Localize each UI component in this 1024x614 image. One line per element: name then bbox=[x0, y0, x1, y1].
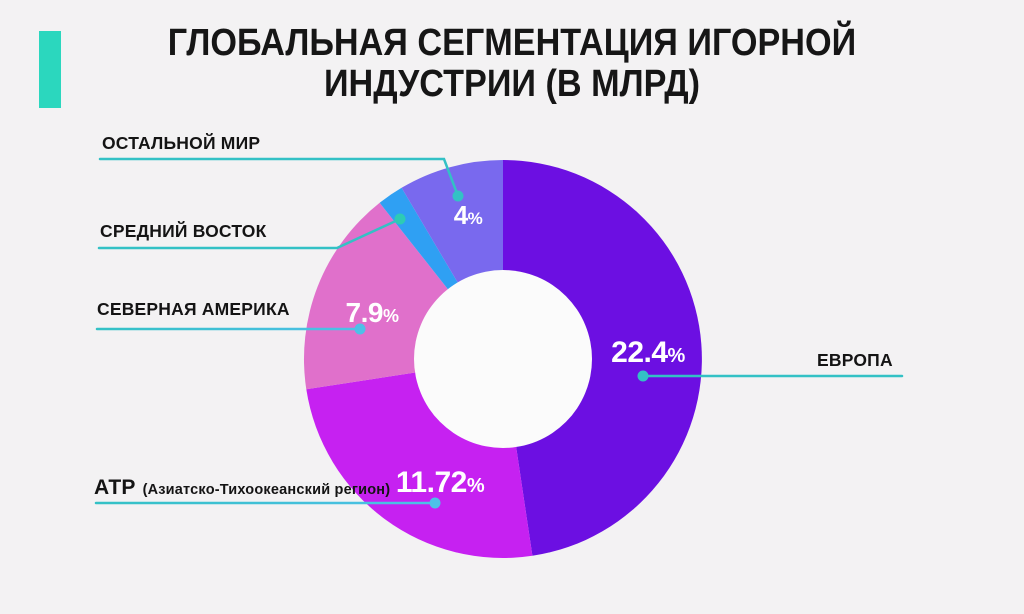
segment-value-apac: 11.72% bbox=[396, 466, 485, 499]
donut-segment-europe bbox=[503, 160, 702, 556]
leader-dot-north-america bbox=[354, 323, 366, 335]
segment-value-percent-sign: % bbox=[668, 345, 686, 367]
segment-label-apac-full: (Азиатско-Тихоокеанский регион) bbox=[142, 482, 391, 498]
segment-label-rest-of-world: ОСТАЛЬНОЙ МИР bbox=[102, 133, 261, 153]
segment-value-percent-sign: % bbox=[467, 475, 485, 497]
accent-bar bbox=[39, 31, 61, 108]
segment-value-number: 7.9 bbox=[346, 297, 383, 328]
donut-hole bbox=[414, 270, 592, 448]
leader-dot-europe bbox=[637, 370, 649, 382]
leader-line-middle-east bbox=[97, 217, 402, 250]
segment-label-middle-east: СРЕДНИЙ ВОСТОК bbox=[100, 221, 267, 241]
chart-title-line-1: ГЛОБАЛЬНАЯ СЕГМЕНТАЦИЯ ИГОРНОЙ bbox=[167, 22, 857, 64]
segment-label-apac-abbr: АТР bbox=[94, 476, 136, 499]
segment-value-number: 11.72 bbox=[396, 466, 467, 499]
leader-dot-middle-east bbox=[394, 213, 406, 225]
segment-value-number: 4 bbox=[454, 200, 469, 230]
segment-label-apac: АТР (Азиатско-Тихоокеанский регион) bbox=[94, 476, 390, 502]
segment-value-percent-sign: % bbox=[383, 306, 399, 326]
segment-value-number: 22.4 bbox=[611, 336, 668, 369]
segment-label-europe: ЕВРОПА bbox=[817, 350, 893, 370]
segment-value-europe: 22.4% bbox=[611, 336, 685, 369]
segment-label-north-america: СЕВЕРНАЯ АМЕРИКА bbox=[97, 299, 290, 319]
segment-value-north-america: 7.9% bbox=[346, 297, 399, 328]
leader-dot-apac bbox=[429, 497, 441, 509]
segment-value-percent-sign: % bbox=[468, 209, 483, 228]
leader-line-rest-of-world bbox=[98, 157, 460, 198]
chart-title-line-2: ИНДУСТРИИ (В МЛРД) bbox=[323, 63, 701, 105]
chart-title: ГЛОБАЛЬНАЯ СЕГМЕНТАЦИЯ ИГОРНОЙ ИНДУСТРИИ… bbox=[51, 23, 973, 105]
segment-value-rest-of-world: 4% bbox=[454, 200, 483, 230]
leader-dot-rest-of-world bbox=[452, 190, 464, 202]
